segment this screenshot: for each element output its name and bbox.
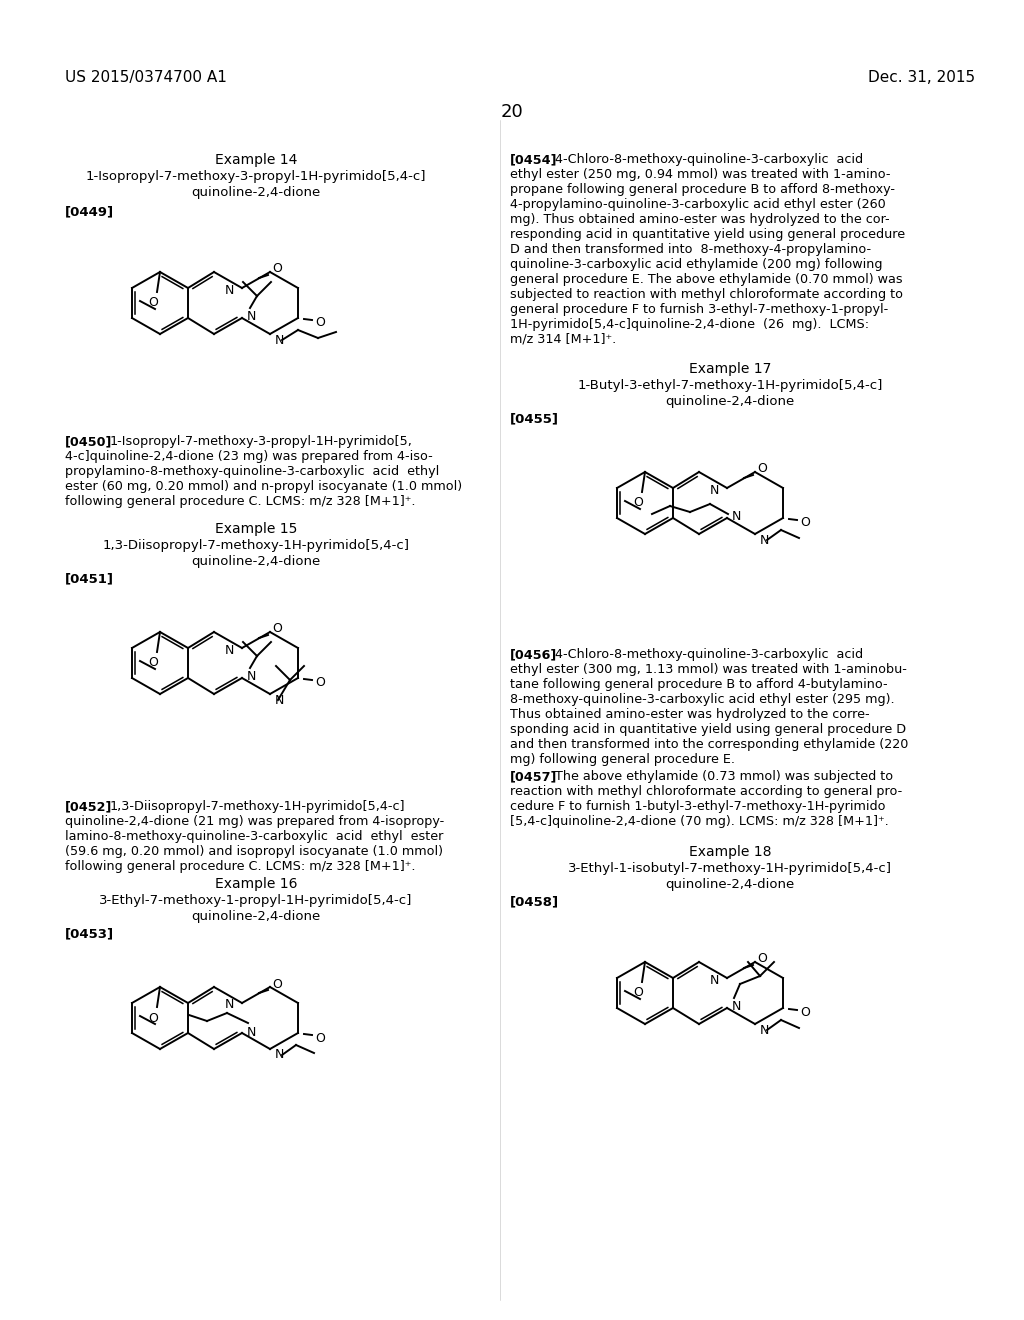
- Text: Example 16: Example 16: [215, 876, 297, 891]
- Text: N: N: [247, 310, 256, 323]
- Text: propylamino-8-methoxy-quinoline-3-carboxylic  acid  ethyl: propylamino-8-methoxy-quinoline-3-carbox…: [65, 465, 439, 478]
- Text: N: N: [732, 511, 741, 524]
- Text: Example 17: Example 17: [689, 362, 771, 376]
- Text: 1H-pyrimido[5,4-c]quinoline-2,4-dione  (26  mg).  LCMS:: 1H-pyrimido[5,4-c]quinoline-2,4-dione (2…: [510, 318, 869, 331]
- Text: Example 14: Example 14: [215, 153, 297, 168]
- Text: 1-Isopropyl-7-methoxy-3-propyl-1H-pyrimido[5,: 1-Isopropyl-7-methoxy-3-propyl-1H-pyrimi…: [110, 436, 413, 447]
- Text: O: O: [757, 953, 767, 965]
- Text: 4-c]quinoline-2,4-dione (23 mg) was prepared from 4-iso-: 4-c]quinoline-2,4-dione (23 mg) was prep…: [65, 450, 433, 463]
- Text: D and then transformed into  8-methoxy-4-propylamino-: D and then transformed into 8-methoxy-4-…: [510, 243, 871, 256]
- Text: m/z 314 [M+1]⁺.: m/z 314 [M+1]⁺.: [510, 333, 616, 346]
- Text: [0451]: [0451]: [65, 572, 114, 585]
- Text: 1-Butyl-3-ethyl-7-methoxy-1H-pyrimido[5,4-c]: 1-Butyl-3-ethyl-7-methoxy-1H-pyrimido[5,…: [578, 379, 883, 392]
- Text: O: O: [315, 676, 325, 689]
- Text: quinoline-2,4-dione: quinoline-2,4-dione: [666, 878, 795, 891]
- Text: 1-Isopropyl-7-methoxy-3-propyl-1H-pyrimido[5,4-c]: 1-Isopropyl-7-methoxy-3-propyl-1H-pyrimi…: [86, 170, 426, 183]
- Text: [0449]: [0449]: [65, 205, 114, 218]
- Text: 1,3-Diisopropyl-7-methoxy-1H-pyrimido[5,4-c]: 1,3-Diisopropyl-7-methoxy-1H-pyrimido[5,…: [110, 800, 406, 813]
- Text: The above ethylamide (0.73 mmol) was subjected to: The above ethylamide (0.73 mmol) was sub…: [555, 770, 893, 783]
- Text: 20: 20: [501, 103, 523, 121]
- Text: tane following general procedure B to afford 4-butylamino-: tane following general procedure B to af…: [510, 678, 888, 690]
- Text: N: N: [224, 998, 233, 1011]
- Text: N: N: [275, 1048, 285, 1061]
- Text: [0456]: [0456]: [510, 648, 557, 661]
- Text: 4-Chloro-8-methoxy-quinoline-3-carboxylic  acid: 4-Chloro-8-methoxy-quinoline-3-carboxyli…: [555, 648, 863, 661]
- Text: 3-Ethyl-1-isobutyl-7-methoxy-1H-pyrimido[5,4-c]: 3-Ethyl-1-isobutyl-7-methoxy-1H-pyrimido…: [568, 862, 892, 875]
- Text: lamino-8-methoxy-quinoline-3-carboxylic  acid  ethyl  ester: lamino-8-methoxy-quinoline-3-carboxylic …: [65, 830, 443, 843]
- Text: following general procedure C. LCMS: m/z 328 [M+1]⁺.: following general procedure C. LCMS: m/z…: [65, 861, 416, 873]
- Text: [0453]: [0453]: [65, 927, 114, 940]
- Text: O: O: [272, 623, 282, 635]
- Text: O: O: [148, 297, 158, 309]
- Text: 4-propylamino-quinoline-3-carboxylic acid ethyl ester (260: 4-propylamino-quinoline-3-carboxylic aci…: [510, 198, 886, 211]
- Text: ethyl ester (250 mg, 0.94 mmol) was treated with 1-amino-: ethyl ester (250 mg, 0.94 mmol) was trea…: [510, 168, 891, 181]
- Text: US 2015/0374700 A1: US 2015/0374700 A1: [65, 70, 227, 84]
- Text: O: O: [272, 978, 282, 990]
- Text: ester (60 mg, 0.20 mmol) and n-propyl isocyanate (1.0 mmol): ester (60 mg, 0.20 mmol) and n-propyl is…: [65, 480, 462, 492]
- Text: O: O: [315, 317, 325, 330]
- Text: quinoline-2,4-dione (21 mg) was prepared from 4-isopropy-: quinoline-2,4-dione (21 mg) was prepared…: [65, 814, 444, 828]
- Text: N: N: [224, 284, 233, 297]
- Text: O: O: [272, 263, 282, 276]
- Text: N: N: [732, 1001, 741, 1014]
- Text: [0455]: [0455]: [510, 412, 559, 425]
- Text: sponding acid in quantitative yield using general procedure D: sponding acid in quantitative yield usin…: [510, 723, 906, 737]
- Text: O: O: [148, 656, 158, 669]
- Text: Example 18: Example 18: [689, 845, 771, 859]
- Text: general procedure F to furnish 3-ethyl-7-methoxy-1-propyl-: general procedure F to furnish 3-ethyl-7…: [510, 304, 888, 315]
- Text: [5,4-c]quinoline-2,4-dione (70 mg). LCMS: m/z 328 [M+1]⁺.: [5,4-c]quinoline-2,4-dione (70 mg). LCMS…: [510, 814, 889, 828]
- Text: subjected to reaction with methyl chloroformate according to: subjected to reaction with methyl chloro…: [510, 288, 903, 301]
- Text: cedure F to furnish 1-butyl-3-ethyl-7-methoxy-1H-pyrimido: cedure F to furnish 1-butyl-3-ethyl-7-me…: [510, 800, 886, 813]
- Text: N: N: [760, 1023, 769, 1036]
- Text: O: O: [633, 986, 643, 999]
- Text: mg) following general procedure E.: mg) following general procedure E.: [510, 752, 735, 766]
- Text: O: O: [148, 1011, 158, 1024]
- Text: mg). Thus obtained amino-ester was hydrolyzed to the cor-: mg). Thus obtained amino-ester was hydro…: [510, 213, 890, 226]
- Text: 8-methoxy-quinoline-3-carboxylic acid ethyl ester (295 mg).: 8-methoxy-quinoline-3-carboxylic acid et…: [510, 693, 895, 706]
- Text: following general procedure C. LCMS: m/z 328 [M+1]⁺.: following general procedure C. LCMS: m/z…: [65, 495, 416, 508]
- Text: O: O: [633, 496, 643, 510]
- Text: N: N: [247, 1026, 256, 1039]
- Text: O: O: [800, 1006, 810, 1019]
- Text: Dec. 31, 2015: Dec. 31, 2015: [868, 70, 975, 84]
- Text: N: N: [760, 533, 769, 546]
- Text: quinoline-2,4-dione: quinoline-2,4-dione: [666, 395, 795, 408]
- Text: [0450]: [0450]: [65, 436, 113, 447]
- Text: N: N: [247, 671, 256, 684]
- Text: reaction with methyl chloroformate according to general pro-: reaction with methyl chloroformate accor…: [510, 785, 902, 799]
- Text: quinoline-2,4-dione: quinoline-2,4-dione: [191, 909, 321, 923]
- Text: [0452]: [0452]: [65, 800, 113, 813]
- Text: N: N: [275, 334, 285, 346]
- Text: Thus obtained amino-ester was hydrolyzed to the corre-: Thus obtained amino-ester was hydrolyzed…: [510, 708, 869, 721]
- Text: general procedure E. The above ethylamide (0.70 mmol) was: general procedure E. The above ethylamid…: [510, 273, 902, 286]
- Text: O: O: [800, 516, 810, 529]
- Text: N: N: [710, 974, 719, 986]
- Text: [0457]: [0457]: [510, 770, 557, 783]
- Text: responding acid in quantitative yield using general procedure: responding acid in quantitative yield us…: [510, 228, 905, 242]
- Text: O: O: [757, 462, 767, 475]
- Text: 1,3-Diisopropyl-7-methoxy-1H-pyrimido[5,4-c]: 1,3-Diisopropyl-7-methoxy-1H-pyrimido[5,…: [102, 539, 410, 552]
- Text: [0454]: [0454]: [510, 153, 557, 166]
- Text: Example 15: Example 15: [215, 521, 297, 536]
- Text: N: N: [224, 644, 233, 656]
- Text: propane following general procedure B to afford 8-methoxy-: propane following general procedure B to…: [510, 183, 895, 195]
- Text: quinoline-3-carboxylic acid ethylamide (200 mg) following: quinoline-3-carboxylic acid ethylamide (…: [510, 257, 883, 271]
- Text: 3-Ethyl-7-methoxy-1-propyl-1H-pyrimido[5,4-c]: 3-Ethyl-7-methoxy-1-propyl-1H-pyrimido[5…: [99, 894, 413, 907]
- Text: quinoline-2,4-dione: quinoline-2,4-dione: [191, 186, 321, 199]
- Text: (59.6 mg, 0.20 mmol) and isopropyl isocyanate (1.0 mmol): (59.6 mg, 0.20 mmol) and isopropyl isocy…: [65, 845, 443, 858]
- Text: N: N: [275, 693, 285, 706]
- Text: 4-Chloro-8-methoxy-quinoline-3-carboxylic  acid: 4-Chloro-8-methoxy-quinoline-3-carboxyli…: [555, 153, 863, 166]
- Text: ethyl ester (300 mg, 1.13 mmol) was treated with 1-aminobu-: ethyl ester (300 mg, 1.13 mmol) was trea…: [510, 663, 907, 676]
- Text: [0458]: [0458]: [510, 895, 559, 908]
- Text: quinoline-2,4-dione: quinoline-2,4-dione: [191, 554, 321, 568]
- Text: and then transformed into the corresponding ethylamide (220: and then transformed into the correspond…: [510, 738, 908, 751]
- Text: O: O: [315, 1031, 325, 1044]
- Text: N: N: [710, 483, 719, 496]
